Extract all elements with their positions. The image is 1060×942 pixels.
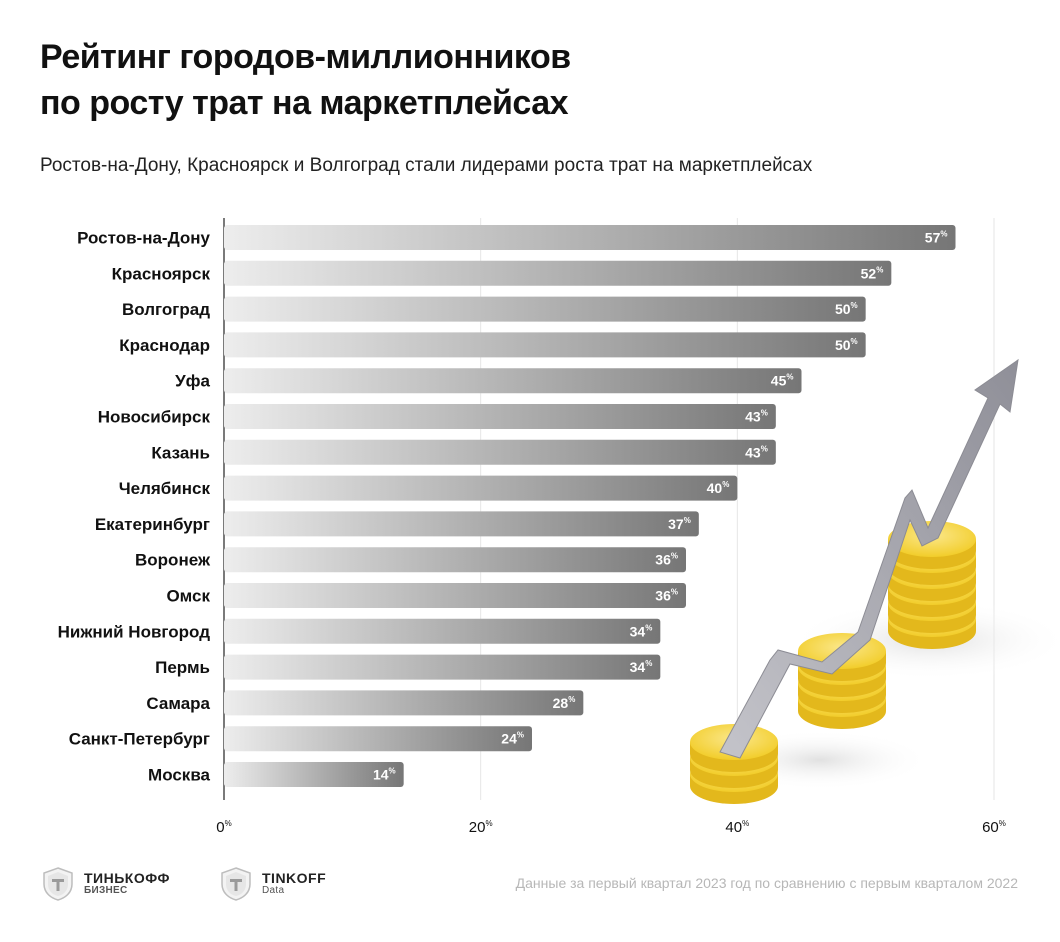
bar-group: 14% (224, 762, 404, 787)
tinkoff-data-logo: TINKOFF Data (218, 866, 326, 902)
logo1-sub: БИЗНЕС (84, 885, 128, 897)
bar-group: 36% (224, 583, 686, 608)
category-labels: Ростов-на-Дону Красноярск Волгоград Краснод… (58, 229, 211, 785)
category-label: Челябинск (119, 479, 211, 498)
category-label: Краснодар (119, 336, 210, 355)
category-label: Уфа (175, 372, 210, 391)
bar (224, 690, 584, 716)
category-label: Красноярск (112, 264, 211, 283)
bar (224, 654, 661, 680)
bar (224, 511, 699, 537)
category-label: Москва (148, 766, 211, 785)
logo2-main: TINKOFF (262, 870, 327, 887)
tinkoff-business-logo: ТИНЬКОФФ БИЗНЕС (40, 866, 170, 902)
logo1-main: ТИНЬКОФФ (84, 870, 170, 887)
title-line-2: по росту трат на маркетплейсах (40, 84, 569, 122)
bar-group: 40% (224, 475, 738, 501)
bar (224, 260, 892, 286)
category-label: Екатеринбург (95, 515, 210, 534)
x-axis-ticks: 0% 20% 40% 60% (216, 819, 1006, 836)
bar (224, 583, 686, 608)
bar (224, 762, 404, 787)
logo2-sub: Data (262, 885, 285, 897)
bar-group: 52% (224, 260, 892, 286)
bar (224, 332, 866, 358)
bar-group: 24% (224, 726, 532, 752)
bar-group: 50% (224, 332, 866, 358)
bars-layer: 57% 52% 50% 50% 45% 43% 43% 40% 37% 36% 36% 34% 34% 2… (224, 225, 956, 787)
coin-stack-large (888, 521, 976, 649)
x-tick-label: 20% (469, 819, 493, 836)
coin-stack-small (690, 724, 778, 804)
bar (224, 225, 956, 250)
bar-group: 43% (224, 439, 776, 465)
bar-group: 37% (224, 511, 699, 537)
x-tick-label: 60% (982, 819, 1006, 836)
bar (224, 618, 661, 644)
category-label: Нижний Новгород (58, 622, 211, 641)
bar-group: 28% (224, 690, 584, 716)
bar-group: 36% (224, 547, 686, 573)
category-label: Волгоград (122, 300, 210, 319)
category-label: Казань (151, 443, 210, 462)
category-label: Омск (166, 587, 210, 606)
category-label: Воронеж (135, 551, 211, 570)
bar (224, 547, 686, 573)
bar (224, 296, 866, 322)
category-label: Самара (146, 694, 210, 713)
x-tick-label: 0% (216, 819, 231, 836)
tinkoff-shield-icon (221, 867, 251, 901)
category-label: Новосибирск (98, 408, 211, 427)
bar (224, 404, 776, 429)
bar-group: 45% (224, 368, 802, 394)
bar-group: 34% (224, 654, 661, 680)
bar-group: 43% (224, 404, 776, 429)
tinkoff-shield-icon (43, 867, 73, 901)
title-line-1: Рейтинг городов-миллионников (40, 38, 571, 76)
category-label: Пермь (155, 658, 210, 677)
x-tick-label: 40% (725, 819, 749, 836)
data-source-note: Данные за первый квартал 2023 год по сра… (515, 875, 1018, 891)
chart-subtitle: Ростов-на-Дону, Красноярск и Волгоград с… (40, 155, 813, 176)
bar-group: 34% (224, 618, 661, 644)
bar (224, 475, 738, 501)
bar-group: 57% (224, 225, 956, 250)
growth-arrow-icon (719, 358, 1019, 759)
category-label: Ростов-на-Дону (77, 229, 210, 248)
bar (224, 368, 802, 394)
growth-illustration (690, 358, 1060, 804)
bar (224, 439, 776, 465)
category-label: Санкт-Петербург (69, 730, 210, 749)
chart-title: Рейтинг городов-миллионников по росту тр… (40, 34, 760, 126)
bar (224, 726, 532, 752)
bar-group: 50% (224, 296, 866, 322)
